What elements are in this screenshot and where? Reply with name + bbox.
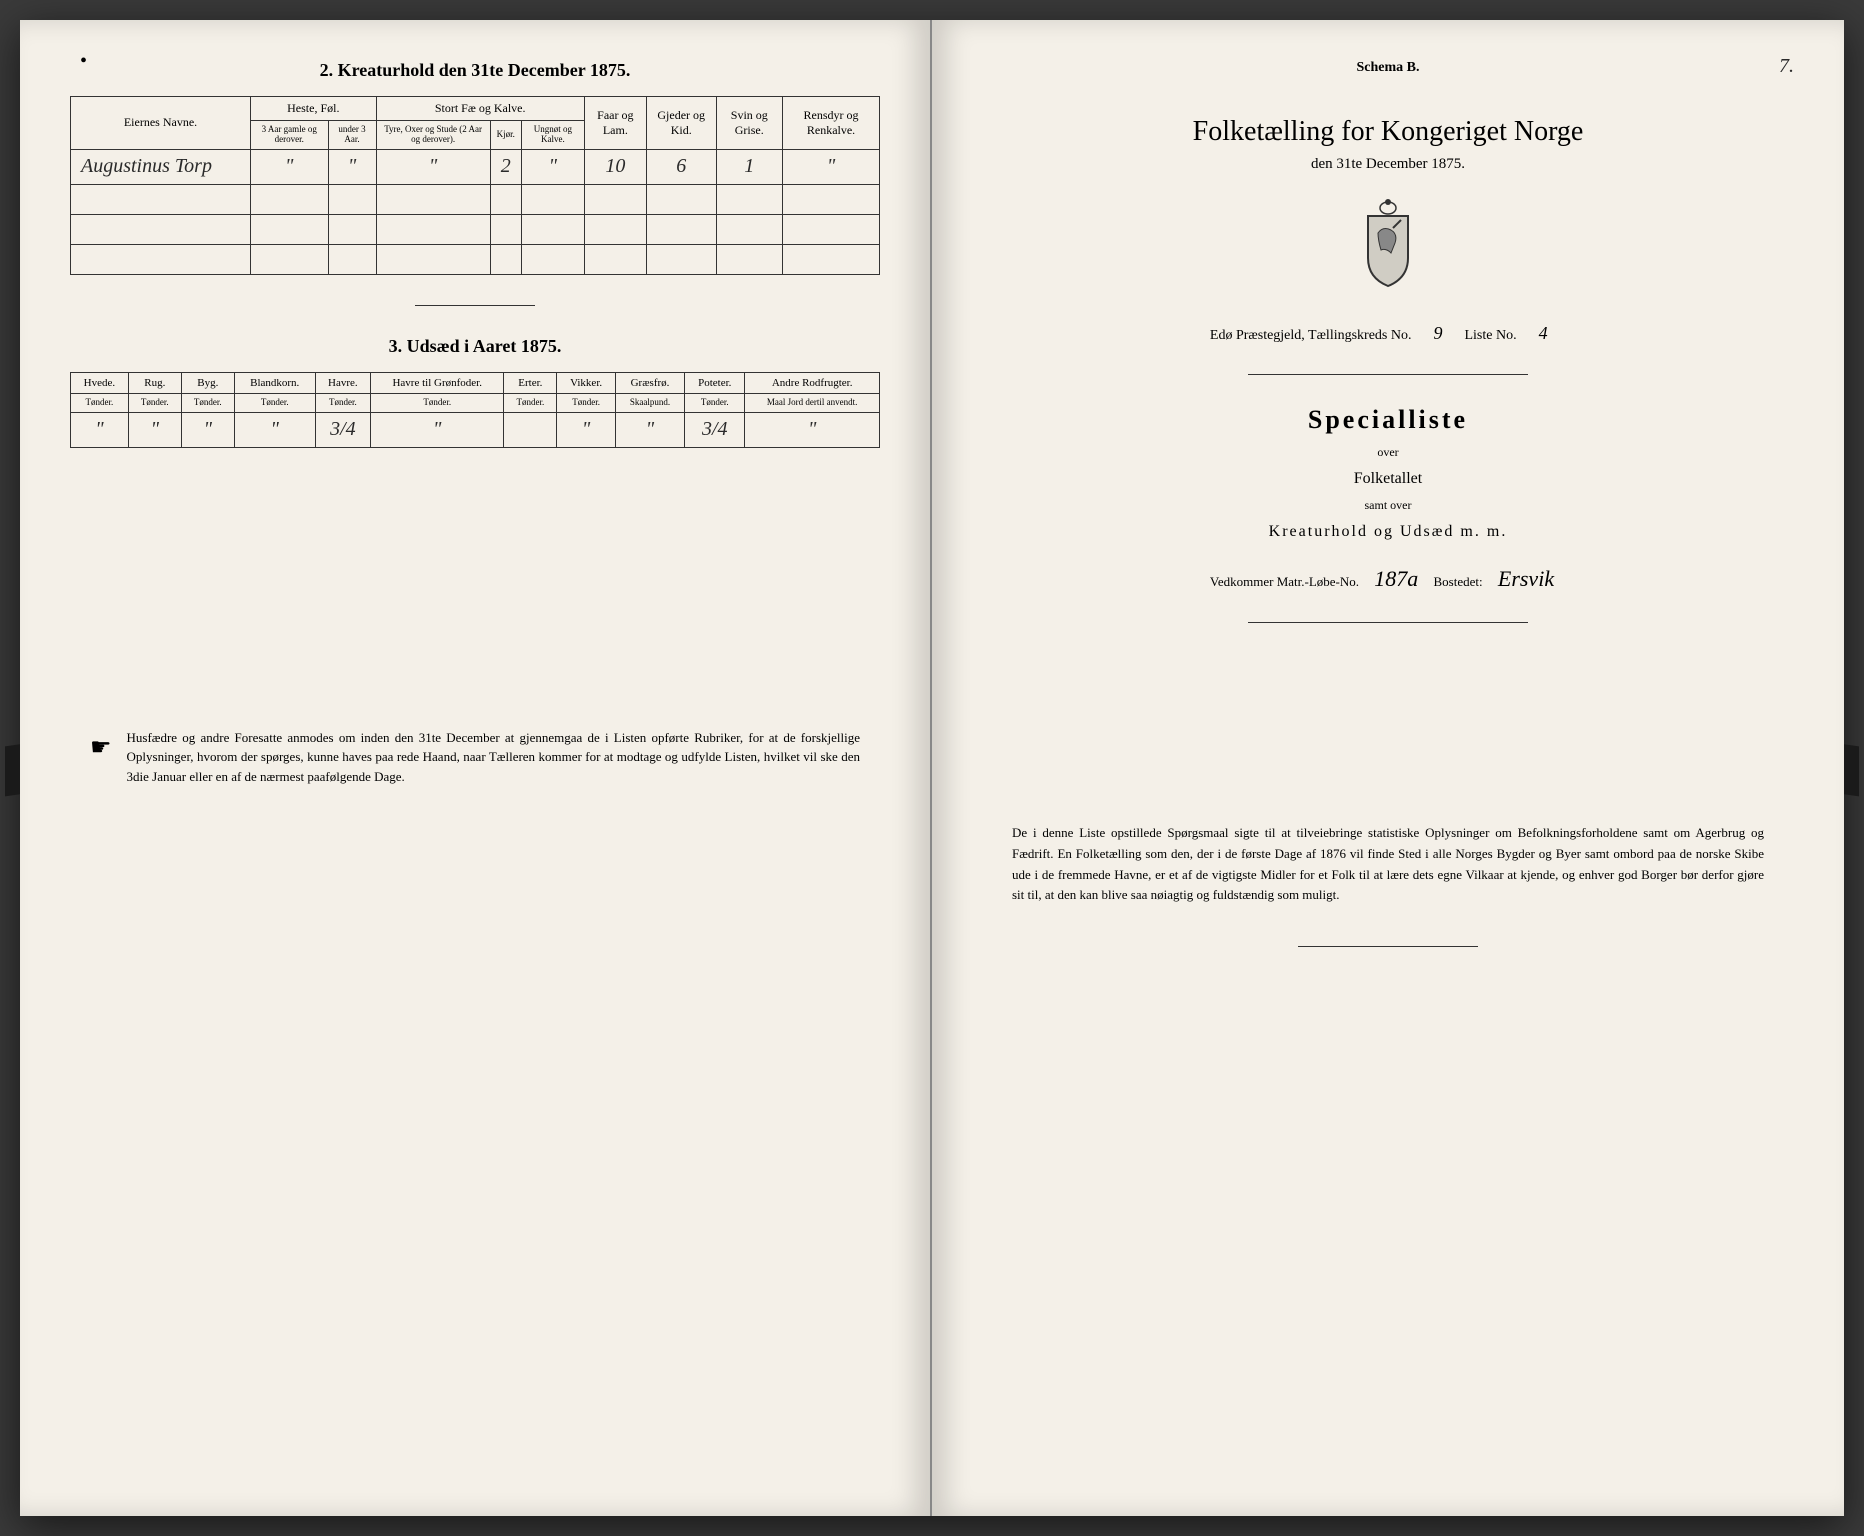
cell-sf1: ": [376, 149, 490, 184]
vedkommer-label: Vedkommer Matr.-Løbe-No.: [1210, 574, 1359, 589]
th-u11: Maal Jord dertil anvendt.: [745, 393, 880, 412]
th-vikker: Vikker.: [557, 372, 616, 393]
th-u1: Tønder.: [71, 393, 129, 412]
footer-text: Husfædre og andre Foresatte anmodes om i…: [127, 728, 860, 787]
c-havre: 3/4: [315, 412, 370, 447]
c-havregron: ": [371, 412, 504, 447]
specialliste-title: Specialliste: [982, 405, 1794, 435]
th-andre: Andre Rodfrugter.: [745, 372, 880, 393]
page-mark: •: [80, 50, 87, 73]
cell-gjeder: 6: [646, 149, 716, 184]
th-u2: Tønder.: [128, 393, 181, 412]
th-heste1: 3 Aar gamle og derover.: [251, 121, 329, 150]
district-pre: Edø Præstegjeld, Tællingskreds No.: [1210, 328, 1412, 343]
bottom-divider: [1298, 946, 1478, 947]
c-rug: ": [128, 412, 181, 447]
vedkommer-line: Vedkommer Matr.-Løbe-No. 187a Bostedet: …: [982, 566, 1794, 592]
th-hvede: Hvede.: [71, 372, 129, 393]
book-spread: • 2. Kreaturhold den 31te December 1875.…: [20, 20, 1844, 1516]
section3-title: 3. Udsæd i Aaret 1875.: [70, 336, 880, 357]
th-u4: Tønder.: [234, 393, 315, 412]
samt-over: samt over: [982, 498, 1794, 513]
cell-faar: 10: [584, 149, 646, 184]
th-svin: Svin og Grise.: [716, 97, 783, 150]
right-paragraph: De i denne Liste opstillede Spørgsmaal s…: [982, 823, 1794, 906]
footer-note: ☛ Husfædre og andre Foresatte anmodes om…: [70, 728, 880, 787]
th-faar: Faar og Lam.: [584, 97, 646, 150]
th-u7: Tønder.: [504, 393, 557, 412]
th-blandkorn: Blandkorn.: [234, 372, 315, 393]
cell-sf3: ": [521, 149, 584, 184]
th-rensdyr: Rensdyr og Renkalve.: [783, 97, 880, 150]
th-u10: Tønder.: [685, 393, 745, 412]
cell-heste2: ": [328, 149, 376, 184]
left-page: • 2. Kreaturhold den 31te December 1875.…: [20, 20, 932, 1516]
schema-label: Schema B.: [982, 60, 1794, 76]
th-graesfro: Græsfrø.: [615, 372, 684, 393]
divider: [415, 305, 535, 306]
cell-rensdyr: ": [783, 149, 880, 184]
district-no: 9: [1423, 323, 1453, 344]
th-stortfae: Stort Fæ og Kalve.: [376, 97, 584, 121]
bostedet-label: Bostedet:: [1434, 574, 1483, 589]
district-line: Edø Præstegjeld, Tællingskreds No. 9 Lis…: [982, 323, 1794, 344]
subtitle-date: den 31te December 1875.: [982, 156, 1794, 173]
th-sf1: Tyre, Oxer og Stude (2 Aar og derover).: [376, 121, 490, 150]
th-u6: Tønder.: [371, 393, 504, 412]
th-havregron: Havre til Grønfoder.: [371, 372, 504, 393]
c-graesfro: ": [615, 412, 684, 447]
divider: [1248, 374, 1528, 375]
th-rug: Rug.: [128, 372, 181, 393]
th-u9: Skaalpund.: [615, 393, 684, 412]
th-heste: Heste, Føl.: [251, 97, 377, 121]
th-sf2: Kjør.: [490, 121, 521, 150]
bostedet: Ersvik: [1498, 566, 1554, 592]
section2-title: 2. Kreaturhold den 31te December 1875.: [70, 60, 880, 81]
c-andre: ": [745, 412, 880, 447]
matr-no: 187a: [1374, 566, 1418, 592]
c-erter: [504, 412, 557, 447]
over-text: over: [982, 445, 1794, 460]
liste-label: Liste No.: [1464, 328, 1516, 343]
kreaturhold-table: Eiernes Navne. Heste, Føl. Stort Fæ og K…: [70, 96, 880, 275]
pointer-icon: ☛: [90, 730, 112, 766]
page-number: 7.: [1779, 55, 1794, 78]
th-gjeder: Gjeder og Kid.: [646, 97, 716, 150]
th-havre: Havre.: [315, 372, 370, 393]
th-u8: Tønder.: [557, 393, 616, 412]
th-erter: Erter.: [504, 372, 557, 393]
c-blandkorn: ": [234, 412, 315, 447]
th-u3: Tønder.: [181, 393, 234, 412]
divider: [1248, 622, 1528, 623]
c-byg: ": [181, 412, 234, 447]
c-hvede: ": [71, 412, 129, 447]
cell-svin: 1: [716, 149, 783, 184]
th-sf3: Ungnøt og Kalve.: [521, 121, 584, 150]
th-poteter: Poteter.: [685, 372, 745, 393]
th-heste2: under 3 Aar.: [328, 121, 376, 150]
folketallet: Folketallet: [982, 470, 1794, 488]
cell-heste1: ": [251, 149, 329, 184]
th-eier: Eiernes Navne.: [71, 97, 251, 150]
th-u5: Tønder.: [315, 393, 370, 412]
c-vikker: ": [557, 412, 616, 447]
coat-of-arms-icon: [982, 198, 1794, 293]
cell-navn: Augustinus Torp: [71, 149, 251, 184]
liste-no: 4: [1528, 323, 1558, 344]
udsaed-table: Hvede. Rug. Byg. Blandkorn. Havre. Havre…: [70, 372, 880, 448]
th-byg: Byg.: [181, 372, 234, 393]
cell-sf2: 2: [490, 149, 521, 184]
main-title: Folketælling for Kongeriget Norge: [982, 116, 1794, 148]
c-poteter: 3/4: [685, 412, 745, 447]
right-page: 7. Schema B. Folketælling for Kongeriget…: [932, 20, 1844, 1516]
kreaturhold-line: Kreaturhold og Udsæd m. m.: [982, 523, 1794, 541]
